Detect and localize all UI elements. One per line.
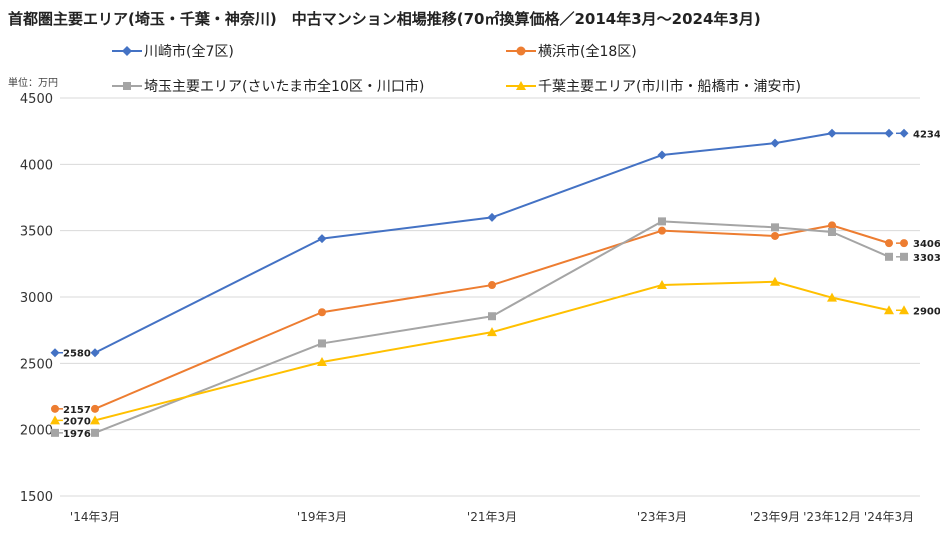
data-point-s2-1 [318, 339, 326, 348]
start-marker-s2 [51, 428, 59, 437]
data-point-s2-2 [488, 312, 496, 321]
data-point-s1-0 [91, 404, 99, 413]
data-point-s0-3 [657, 150, 667, 160]
start-value-label-s1: 2157 [63, 405, 91, 416]
start-value-label-s2: 1976 [63, 429, 91, 440]
chart-title: 首都圏主要エリア(埼玉・千葉・神奈川) 中古マンション相場推移(70㎡換算価格／… [8, 10, 761, 28]
data-point-s0-5 [827, 128, 837, 138]
end-value-label-s1: 3406 [913, 239, 940, 250]
data-point-s3-3 [657, 280, 667, 290]
data-point-s1-2 [488, 281, 496, 290]
end-marker-s2 [900, 252, 908, 261]
legend-marker-circle-icon [506, 46, 536, 56]
data-point-s2-5 [828, 227, 836, 236]
legend-marker-diamond-icon [112, 46, 142, 56]
data-point-s2-0 [91, 428, 99, 437]
data-point-s3-5 [827, 292, 837, 302]
start-value-label-s3: 2070 [63, 416, 91, 427]
start-value-label-s0: 2580 [63, 349, 91, 360]
start-marker-s1 [51, 404, 59, 413]
x-tick-label-0: '14年3月 [70, 510, 120, 524]
legend-marker-square-icon [112, 82, 142, 90]
legend-label-kawasaki: 川崎市(全7区) [144, 44, 234, 60]
legend-item-yokohama: 横浜市(全18区) [506, 41, 637, 61]
y-tick-label-4000: 4000 [20, 158, 53, 173]
data-point-s0-6 [884, 128, 894, 138]
data-point-s1-3 [658, 226, 666, 235]
x-tick-label-1: '19年3月 [297, 510, 347, 524]
data-point-s1-5 [828, 221, 836, 230]
data-point-s1-1 [318, 308, 326, 317]
data-point-s2-6 [885, 252, 893, 261]
legend-marker-triangle-icon [506, 81, 536, 90]
y-tick-label-3000: 3000 [20, 291, 53, 306]
start-marker-s3 [50, 415, 60, 425]
end-value-label-s0: 4234 [913, 129, 940, 140]
data-point-s1-6 [885, 239, 893, 248]
data-point-s3-4 [770, 276, 780, 286]
data-point-s0-0 [90, 348, 100, 358]
unit-label: 単位：万円 [8, 78, 58, 89]
x-tick-label-3: '23年3月 [637, 510, 687, 524]
data-point-s0-1 [317, 234, 327, 244]
x-tick-label-4: '23年9月 [750, 510, 800, 524]
legend-item-saitama: 埼玉主要エリア(さいたま市全10区・川口市) [112, 76, 424, 96]
data-point-s3-1 [317, 357, 327, 367]
end-marker-s0 [899, 128, 909, 138]
data-point-s2-3 [658, 217, 666, 226]
end-marker-s3 [899, 305, 909, 315]
y-tick-label-4500: 4500 [20, 92, 53, 107]
x-tick-label-2: '21年3月 [467, 510, 517, 524]
start-marker-s0 [50, 348, 60, 358]
y-tick-label-3500: 3500 [20, 225, 53, 240]
legend-label-chiba: 千葉主要エリア(市川市・船橋市・浦安市) [538, 79, 801, 95]
series-line-3 [94, 280, 890, 422]
legend-label-saitama: 埼玉主要エリア(さいたま市全10区・川口市) [144, 79, 425, 95]
data-point-s3-0 [90, 415, 100, 425]
data-point-s0-2 [487, 212, 497, 222]
legend-label-yokohama: 横浜市(全18区) [538, 44, 637, 60]
y-tick-label-1500: 1500 [20, 490, 53, 505]
end-value-label-s2: 3303 [913, 253, 940, 264]
x-tick-label-6: '24年3月 [864, 510, 914, 524]
y-tick-label-2500: 2500 [20, 357, 53, 372]
data-point-s3-2 [487, 327, 497, 337]
legend-item-kawasaki: 川崎市(全7区) [112, 41, 234, 61]
data-point-s3-6 [884, 305, 894, 315]
series-line-2 [94, 220, 890, 434]
end-marker-s1 [900, 239, 908, 248]
data-point-s2-4 [771, 223, 779, 232]
y-tick-label-2000: 2000 [20, 424, 53, 439]
x-tick-label-5: '23年12月 [803, 510, 861, 524]
end-value-label-s3: 2900 [913, 306, 940, 317]
data-point-s1-4 [771, 231, 779, 240]
legend-item-chiba: 千葉主要エリア(市川市・船橋市・浦安市) [506, 76, 801, 96]
data-point-s0-4 [770, 138, 780, 148]
